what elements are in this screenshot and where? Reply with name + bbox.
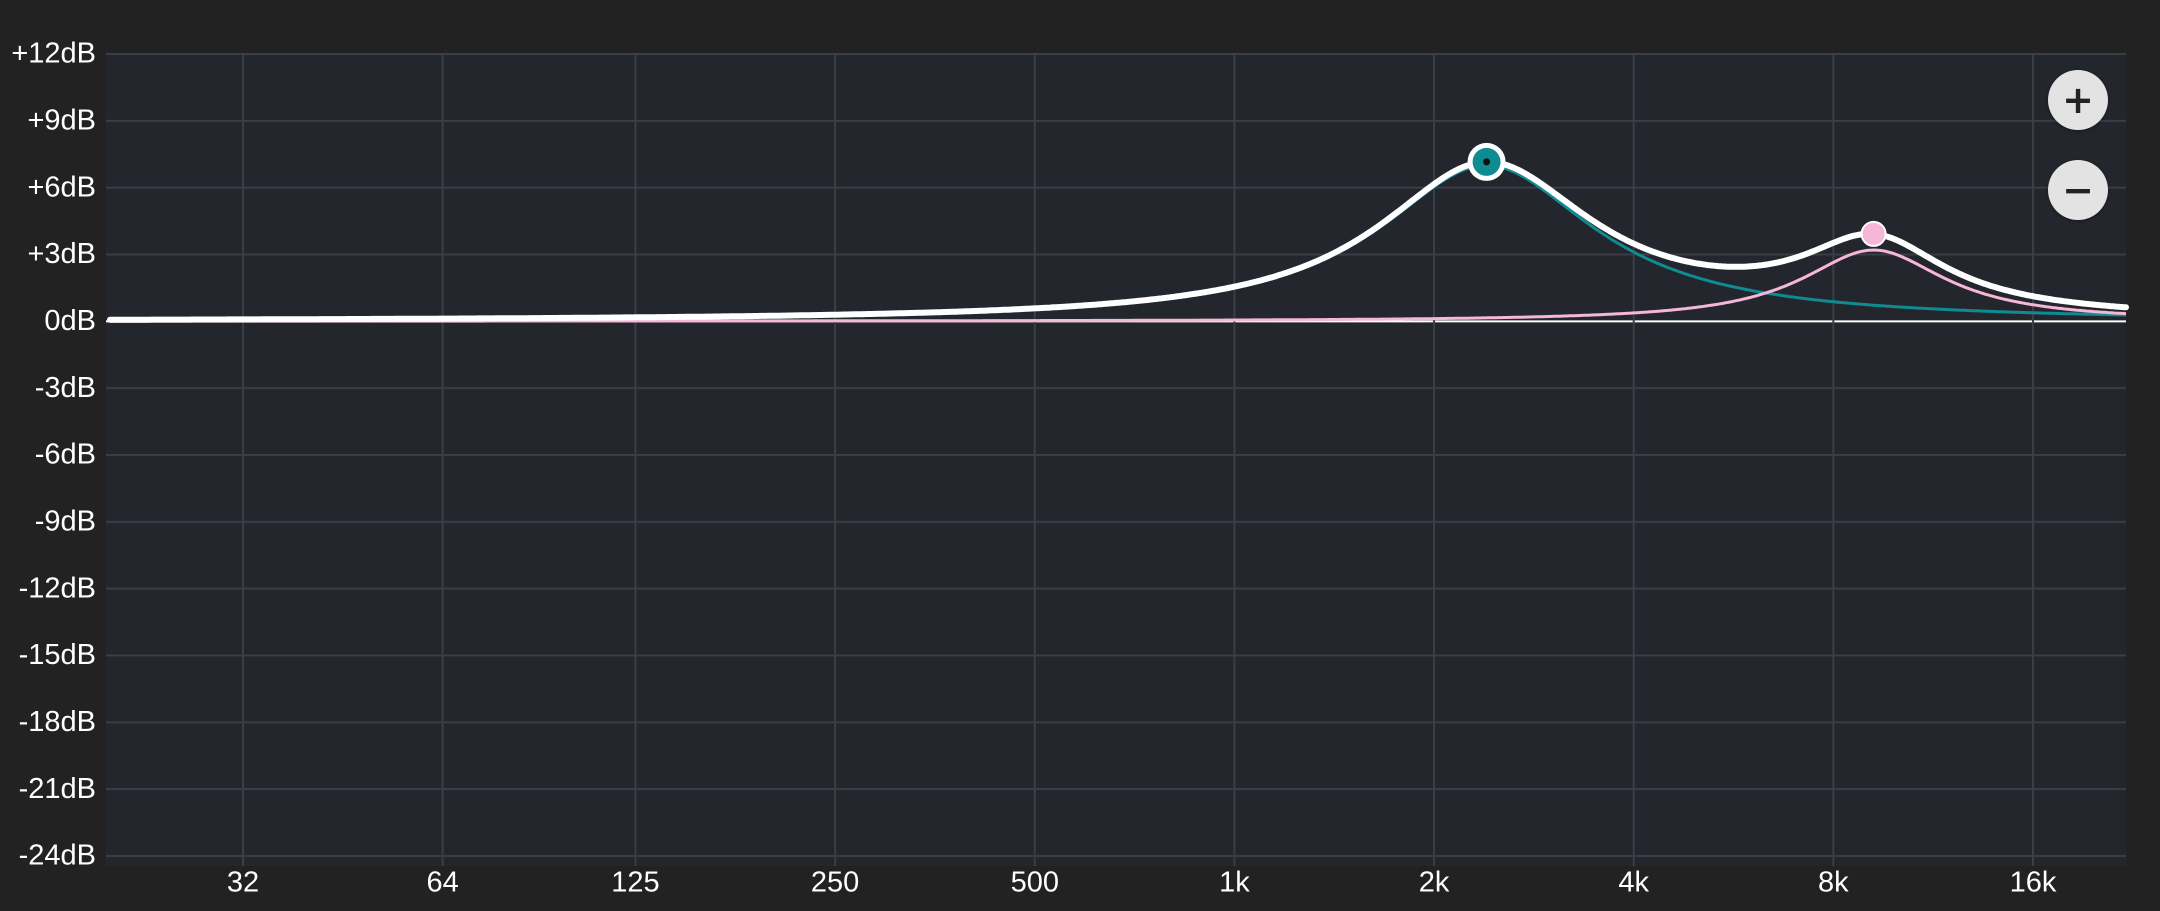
db-tick-label: +9dB xyxy=(27,104,96,136)
db-tick-label: +6dB xyxy=(27,171,96,203)
band-handles[interactable] xyxy=(1467,142,1887,247)
frequency-tick-label: 250 xyxy=(811,867,859,899)
plus-icon: + xyxy=(2062,78,2094,122)
db-tick-label: -15dB xyxy=(19,639,96,671)
handle-center-dot xyxy=(1483,158,1491,166)
plot-area xyxy=(106,54,2126,866)
frequency-tick-label: 64 xyxy=(427,867,459,899)
band-1-handle[interactable] xyxy=(1467,142,1506,181)
frequency-tick-label: 2k xyxy=(1419,867,1450,899)
db-tick-label: -21dB xyxy=(19,773,96,805)
handle-fill xyxy=(1860,220,1887,247)
db-tick-label: -18dB xyxy=(19,706,96,738)
db-tick-label: -12dB xyxy=(19,572,96,604)
eq-curves xyxy=(107,158,2129,323)
db-tick-label: +3dB xyxy=(27,238,96,270)
db-tick-label: -9dB xyxy=(35,505,96,537)
frequency-tick-label: 8k xyxy=(1818,867,1849,899)
frequency-tick-label: 16k xyxy=(2010,867,2057,899)
db-tick-label: -24dB xyxy=(19,840,96,872)
frequency-tick-label: 4k xyxy=(1618,867,1649,899)
combined-eq-curve xyxy=(107,158,2129,323)
minus-icon: − xyxy=(2062,168,2094,212)
db-tick-label: -3dB xyxy=(35,372,96,404)
frequency-tick-label: 1k xyxy=(1219,867,1250,899)
frequency-tick-label: 32 xyxy=(227,867,259,899)
zoom-in-button[interactable]: + xyxy=(2048,70,2108,130)
frequency-tick-label: 125 xyxy=(611,867,659,899)
band-2-handle[interactable] xyxy=(1860,220,1887,247)
db-axis: +12dB +9dB +6dB +3dB 0dB -3dB -6dB -9dB -12dB -15… xyxy=(11,38,96,872)
zoom-out-button[interactable]: − xyxy=(2048,160,2108,220)
db-tick-label: +12dB xyxy=(11,38,96,70)
grid xyxy=(106,53,2126,866)
db-tick-label: -6dB xyxy=(35,439,96,471)
db-tick-label: 0dB xyxy=(44,305,96,337)
frequency-axis: 32 64 125 250 500 1k 2k 4k 8k 16k xyxy=(227,867,2057,899)
frequency-tick-label: 500 xyxy=(1011,867,1059,899)
